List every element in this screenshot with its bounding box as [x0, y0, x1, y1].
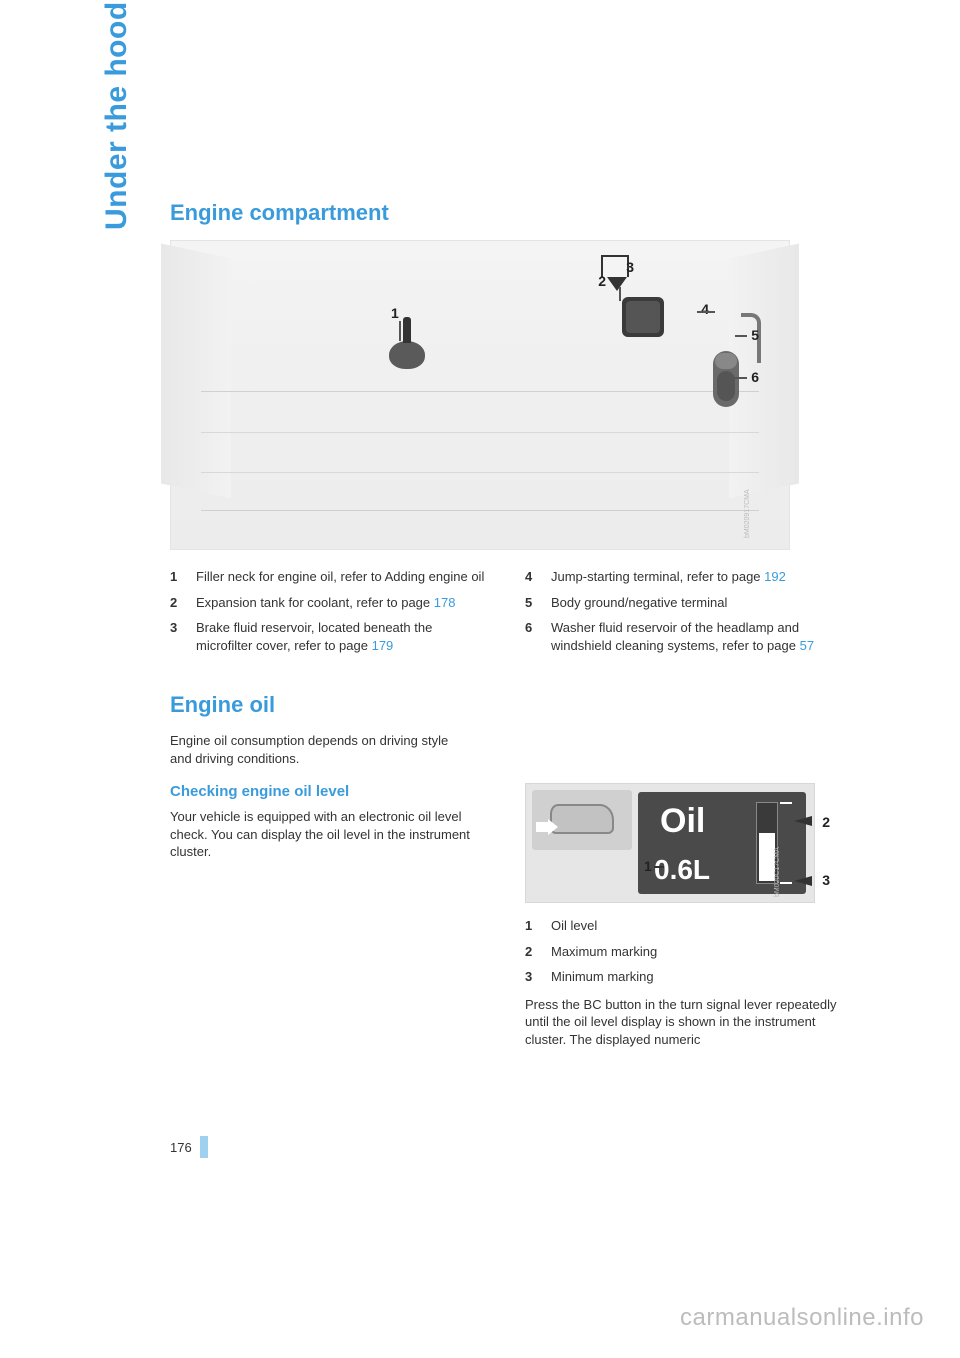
car-front-icon: [550, 804, 614, 834]
watermark: carmanualsonline.info: [680, 1304, 924, 1332]
page-ref: 178: [434, 595, 456, 610]
legend-num: 1: [525, 917, 537, 935]
oil-callout-2: 2: [822, 814, 830, 830]
legend-num: 1: [170, 568, 182, 586]
legend-num: 4: [525, 568, 537, 586]
page-marker-icon: [200, 1136, 208, 1158]
oil-screen-value: 0.6L: [654, 854, 710, 886]
legend-text: Expansion tank for coolant, refer to pag…: [196, 594, 455, 612]
legend-item: 2 Expansion tank for coolant, refer to pa…: [170, 594, 485, 612]
legend-text: Washer fluid reservoir of the headlamp a…: [551, 619, 840, 654]
legend-text: Jump-starting terminal, refer to page 19…: [551, 568, 786, 586]
diagram-callout-3: 3: [626, 259, 634, 275]
engine-compartment-heading: Engine compartment: [170, 200, 840, 226]
engine-compartment-legend: 1 Filler neck for engine oil, refer to Ad…: [170, 568, 840, 662]
diagram-callout-6: 6: [751, 369, 759, 385]
legend-num: 3: [525, 968, 537, 986]
page-number: 176: [170, 1140, 192, 1155]
oil-legend-item: 1 Oil level: [525, 917, 840, 935]
legend-item: 4 Jump-starting terminal, refer to page 1…: [525, 568, 840, 586]
legend-item: 1 Filler neck for engine oil, refer to Ad…: [170, 568, 485, 586]
coolant-cap-icon: [622, 297, 664, 337]
legend-text: Filler neck for engine oil, refer to Add…: [196, 568, 484, 586]
diagram-callout-5: 5: [751, 327, 759, 343]
page-number-block: 176: [170, 1136, 208, 1158]
legend-num: 6: [525, 619, 537, 654]
legend-item: 3 Brake fluid reservoir, located beneath …: [170, 619, 485, 654]
legend-text: Maximum marking: [551, 943, 657, 961]
legend-num: 2: [170, 594, 182, 612]
legend-num: 5: [525, 594, 537, 612]
checking-oil-level-heading: Checking engine oil level: [170, 783, 485, 800]
diagram-callout-1: 1: [391, 305, 399, 321]
legend-item: 6 Washer fluid reservoir of the headlamp …: [525, 619, 840, 654]
oil-legend-item: 2 Maximum marking: [525, 943, 840, 961]
washer-reservoir-icon: [713, 351, 739, 407]
legend-text: Body ground/negative terminal: [551, 594, 727, 612]
diagram-code-2: bM020C17CMA: [774, 847, 781, 897]
checking-oil-level-body: Your vehicle is equipped with an electro…: [170, 808, 485, 861]
page-ref: 57: [800, 638, 814, 653]
legend-num: 3: [170, 619, 182, 654]
legend-text: Brake fluid reservoir, located beneath t…: [196, 619, 485, 654]
side-title: Under the hood: [100, 1, 134, 230]
diagram-code-1: bM020917CMA: [744, 489, 751, 538]
oil-legend-item: 3 Minimum marking: [525, 968, 840, 986]
dipstick-icon: [389, 341, 425, 369]
oil-callout-1: 1: [644, 858, 652, 874]
legend-item: 5 Body ground/negative terminal: [525, 594, 840, 612]
diagram-callout-2: 2: [598, 273, 606, 289]
page-ref: 179: [372, 638, 394, 653]
legend-text: Oil level: [551, 917, 597, 935]
engine-oil-heading: Engine oil: [170, 692, 840, 718]
oil-level-display-figure: Oil 0.6L 1 2 3 bM020C17CMA: [525, 783, 815, 903]
engine-compartment-diagram: 1 2 3 4 5 6 bM020917CMA: [170, 240, 790, 550]
diagram-callout-4: 4: [701, 301, 709, 317]
arrow-right-icon: [536, 822, 550, 832]
oil-callout-3: 3: [822, 872, 830, 888]
legend-text: Minimum marking: [551, 968, 654, 986]
oil-screen-label: Oil: [660, 802, 705, 841]
engine-oil-intro: Engine oil consumption depends on drivin…: [170, 732, 460, 767]
legend-num: 2: [525, 943, 537, 961]
page-ref: 192: [764, 569, 786, 584]
oil-right-body: Press the BC button in the turn signal l…: [525, 996, 840, 1049]
